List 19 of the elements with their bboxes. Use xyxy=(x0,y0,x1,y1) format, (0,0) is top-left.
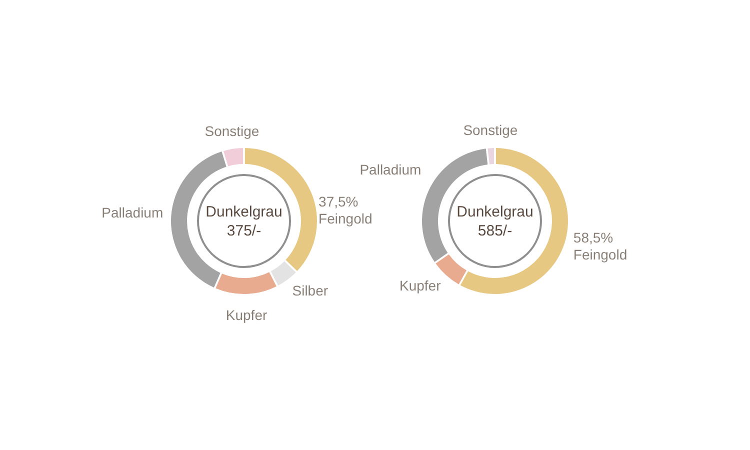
slice-label: Sonstige xyxy=(463,122,518,138)
slice-label: Feingold xyxy=(573,246,628,262)
data-label: 37,5% xyxy=(318,194,358,210)
text: 585/- xyxy=(478,222,512,240)
slice-label: Kupfer xyxy=(226,306,268,323)
text: 375/- xyxy=(226,222,262,240)
slice-label: Kupfer xyxy=(399,278,442,294)
data-label: 58,5% xyxy=(573,229,614,246)
donut-slice xyxy=(270,261,296,286)
donut-slice xyxy=(488,148,494,164)
slice-label: Palladium xyxy=(102,204,164,221)
slice-label: Sonstige xyxy=(204,122,260,139)
text: Dunkelgrau xyxy=(456,204,534,220)
donut-slice xyxy=(216,272,276,294)
donut-slice xyxy=(223,148,244,166)
slice-label: Silber xyxy=(292,282,328,299)
slice-label: Feingold xyxy=(318,210,372,227)
text: Dunkelgrau xyxy=(206,204,282,220)
slice-label: Palladium xyxy=(360,161,422,178)
